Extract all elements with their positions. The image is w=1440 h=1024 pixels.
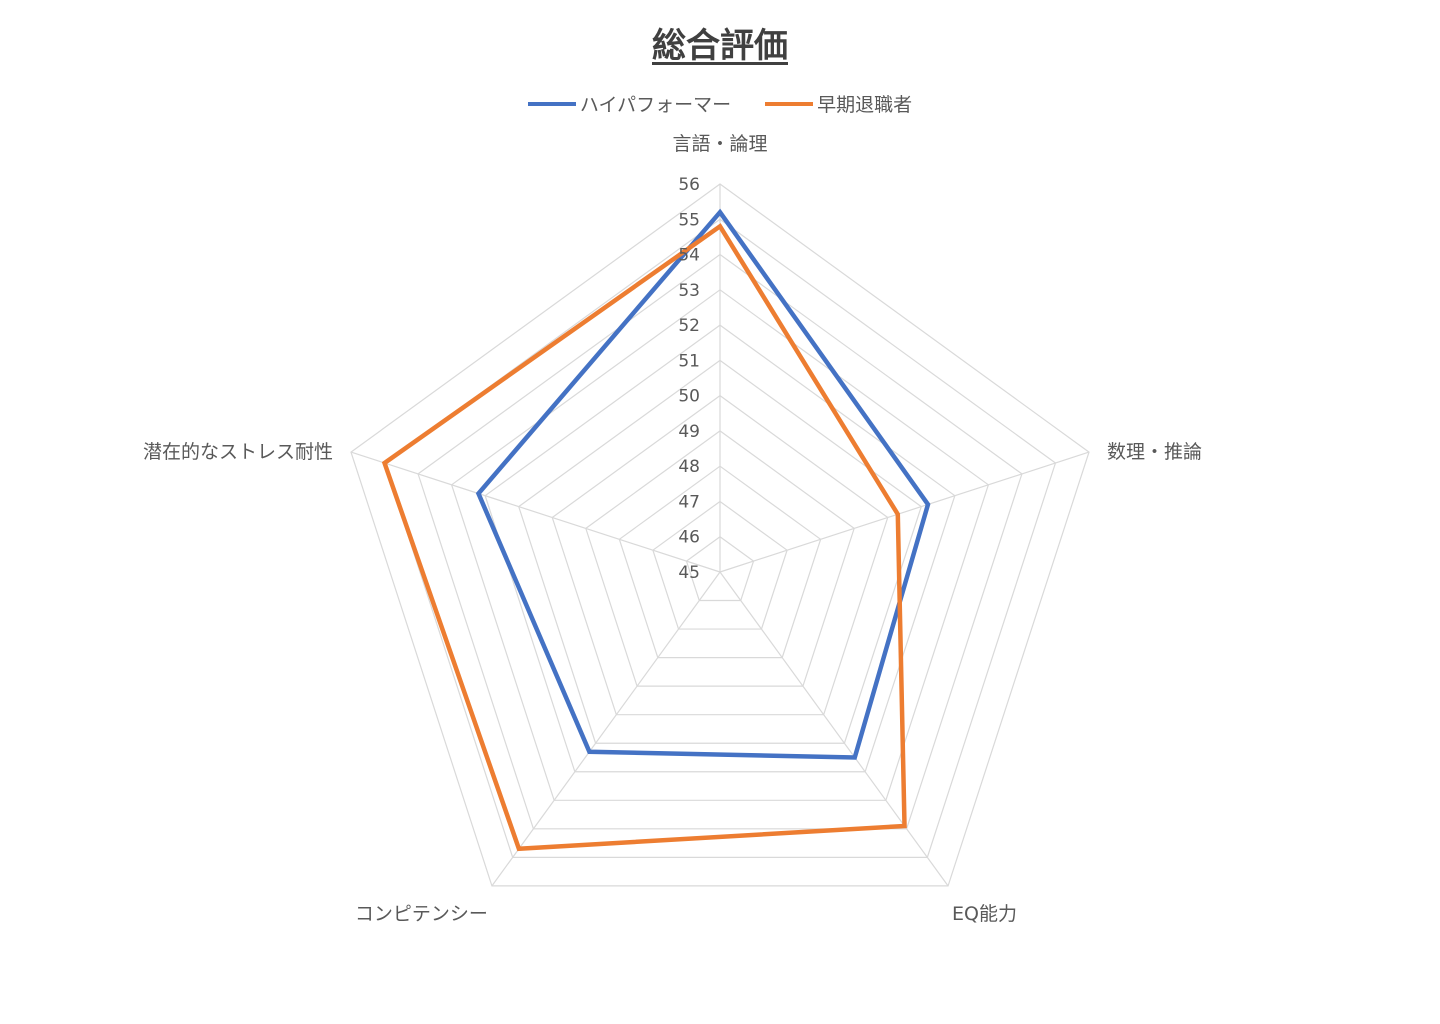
spoke-2 (719, 571, 949, 887)
tick-label-55: 55 (678, 210, 700, 230)
category-label-1: 数理・推論 (1107, 441, 1202, 463)
tick-label-52: 52 (678, 316, 700, 336)
legend-swatch-early-retiree (765, 101, 814, 106)
tick-label-50: 50 (678, 387, 700, 407)
chart-title: 総合評価 (652, 26, 788, 66)
tick-label-48: 48 (678, 457, 700, 477)
spoke-3 (491, 571, 721, 887)
tick-label-49: 49 (678, 422, 700, 442)
gridline-50 (551, 394, 889, 716)
tick-label-45: 45 (678, 563, 700, 583)
tick-label-53: 53 (678, 281, 700, 301)
tick-label-54: 54 (678, 246, 700, 266)
tick-label-47: 47 (678, 492, 700, 512)
gridline-49 (585, 430, 855, 687)
gridline-56 (350, 183, 1090, 887)
legend-item-high-performer: ハイパフォーマー (527, 90, 732, 117)
tick-label-46: 46 (678, 528, 700, 548)
spoke-4 (350, 451, 721, 573)
legend-swatch-high-performer (527, 101, 576, 106)
gridline-47 (652, 500, 788, 630)
series-line-1 (381, 223, 907, 852)
category-label-0: 言語・論理 (672, 133, 767, 155)
series-line-0 (475, 208, 931, 760)
gridline-46 (685, 535, 755, 602)
gridline-51 (518, 359, 922, 744)
spoke-1 (719, 451, 1090, 573)
gridline-54 (417, 253, 1023, 830)
gridline-48 (618, 465, 822, 659)
tick-label-56: 56 (678, 175, 700, 195)
legend-label-early-retiree: 早期退職者 (817, 94, 913, 116)
gridline-52 (484, 324, 956, 773)
tick-label-51: 51 (678, 351, 700, 371)
legend-label-high-performer: ハイパフォーマー (579, 94, 732, 116)
legend: ハイパフォーマー 早期退職者 (0, 90, 1440, 117)
legend-item-early-retiree: 早期退職者 (765, 90, 912, 117)
category-label-4: 潜在的なストレス耐性 (143, 441, 333, 463)
category-label-2: EQ能力 (952, 903, 1017, 925)
gridline-53 (450, 289, 990, 801)
category-label-3: コンピテンシー (355, 903, 488, 925)
